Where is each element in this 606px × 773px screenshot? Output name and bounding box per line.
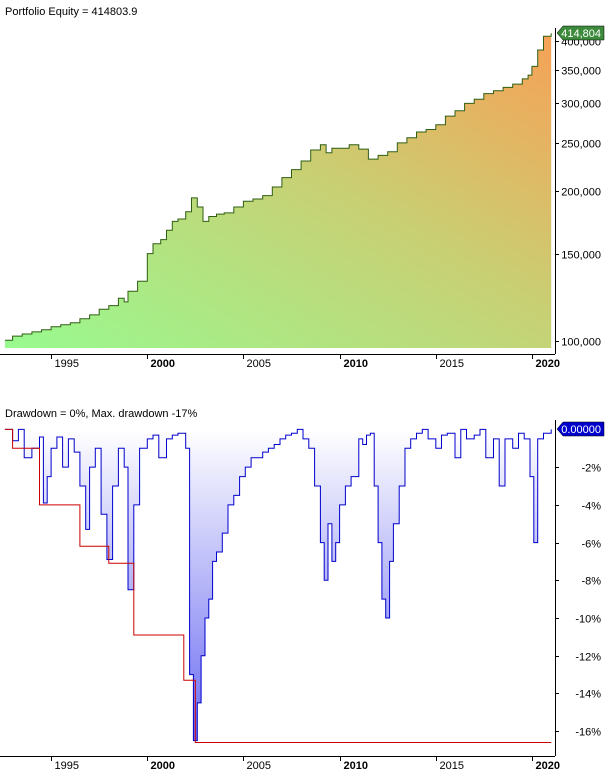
x-tick-label: 1995: [55, 358, 79, 370]
drawdown-area: [4, 429, 552, 741]
x-tick-label: 2000: [151, 760, 175, 772]
equity-area: [4, 33, 552, 349]
y-tick-label: -2%: [581, 463, 601, 475]
equity-chart-pane: 400,000 350,000 300,000 250,000 200,000 150,0…: [0, 0, 606, 370]
equity-chart: 400,000350,000300,000250,000200,000150,0…: [0, 25, 605, 370]
y-tick-label: -10%: [575, 614, 601, 626]
y-tick-label: -6%: [581, 539, 601, 551]
x-tick-label: 2005: [247, 760, 271, 772]
y-tick-label: -14%: [575, 689, 601, 701]
drawdown-chart: -2% -4% -6% -8% -10% -12% -14% -16% 1995 2000 200…: [0, 420, 605, 772]
y-tick-label: -16%: [575, 727, 601, 739]
max-drawdown-line: [4, 428, 552, 743]
last-value-badge: [556, 25, 605, 41]
y-tick-label: -12%: [575, 652, 601, 664]
x-tick-label: 2020: [536, 358, 560, 370]
y-tick-label: 250,000: [561, 139, 601, 151]
last-value-label: 0.00000: [561, 424, 601, 436]
y-tick-label: -4%: [581, 501, 601, 513]
x-tick-label: 1995: [55, 760, 79, 772]
y-tick-label: 350,000: [561, 66, 601, 78]
pane-separator: [0, 370, 606, 402]
drawdown-chart-title: Drawdown = 0%, Max. drawdown -17%: [5, 408, 198, 420]
drawdown-chart-pane: -2% -4% -6% -8% -10% -12% -14% -16% 1995 2000 200…: [0, 402, 606, 773]
y-tick-label: -8%: [581, 576, 601, 588]
drawdown-line: [4, 428, 552, 742]
x-tick-label: 2010: [344, 760, 368, 772]
y-tick-label: 100,000: [561, 337, 601, 349]
x-tick-label: 2000: [151, 358, 175, 370]
x-tick-label: 2015: [440, 760, 464, 772]
x-tick-label: 2010: [344, 358, 368, 370]
y-tick-label: 200,000: [561, 187, 601, 199]
x-tick-label: 2020: [536, 760, 560, 772]
equity-chart-title: Portfolio Equity = 414803.9: [5, 6, 138, 18]
equity-line: [4, 33, 552, 341]
x-tick-label: 2005: [247, 358, 271, 370]
last-value-label: 414,804: [561, 28, 601, 40]
y-tick-label: 300,000: [561, 99, 601, 111]
last-value-badge: [556, 421, 605, 437]
y-tick-label: 150,000: [561, 250, 601, 262]
x-tick-label: 2015: [440, 358, 464, 370]
